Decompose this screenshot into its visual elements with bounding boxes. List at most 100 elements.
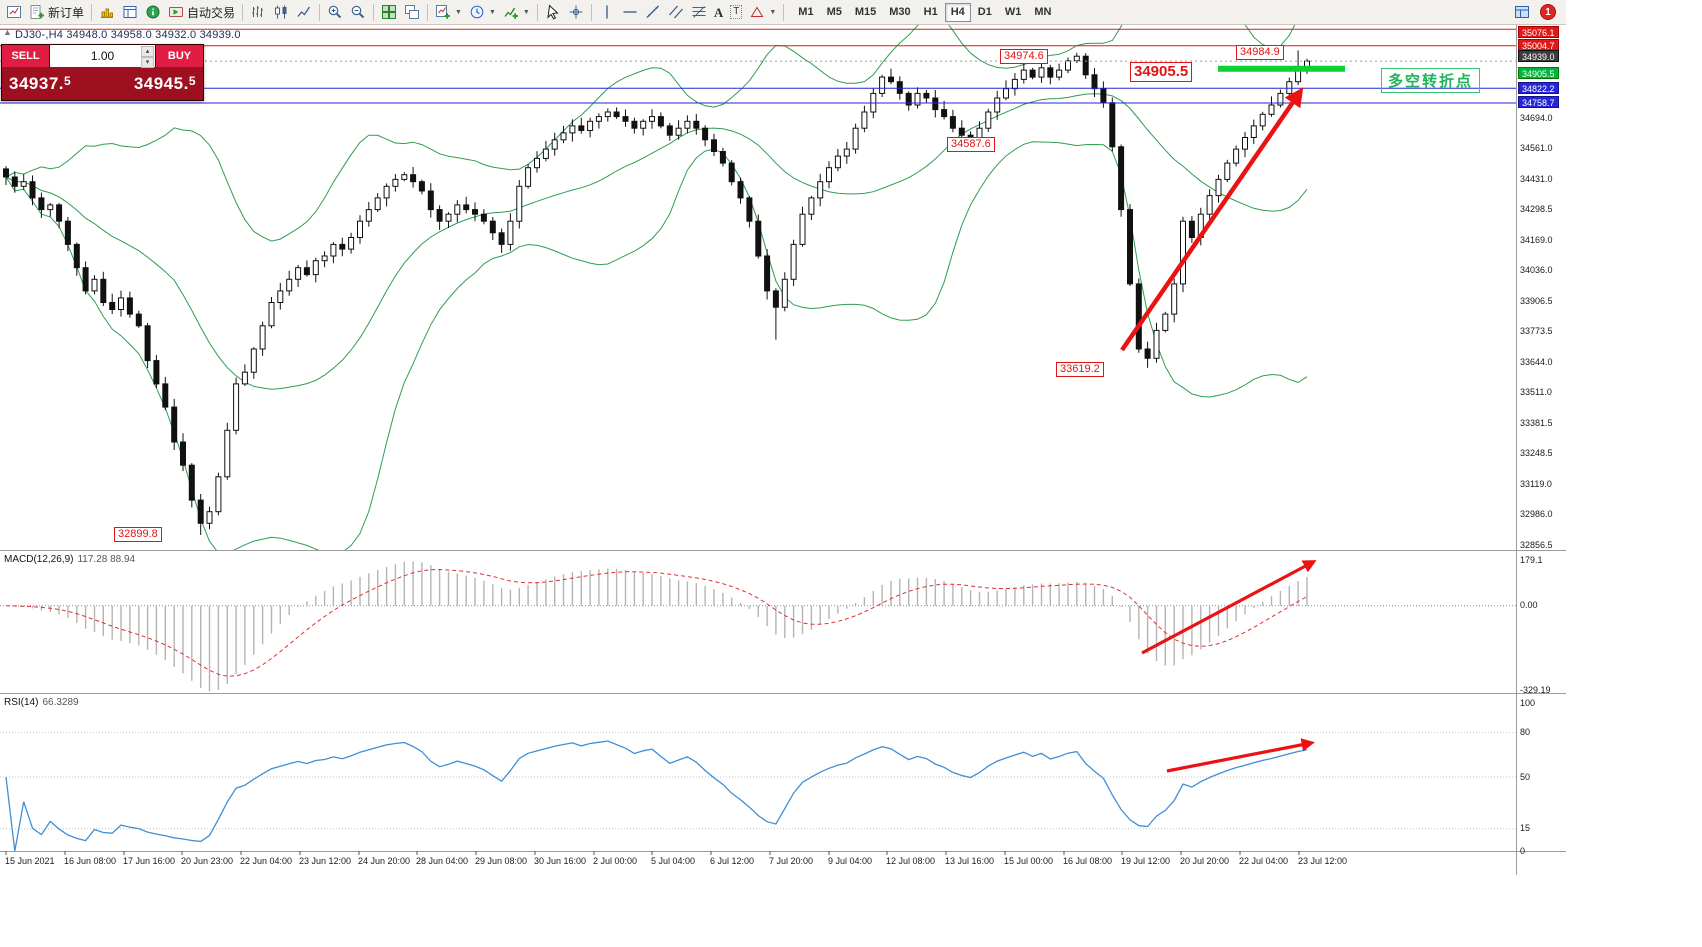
cascade-windows-icon[interactable] — [401, 2, 423, 23]
time-axis-label: 6 Jul 12:00 — [710, 856, 755, 866]
time-axis-label: 13 Jul 16:00 — [945, 856, 995, 866]
volume-spinner: ▴ ▾ — [141, 46, 154, 68]
time-axis-label: 7 Jul 20:00 — [769, 856, 814, 866]
chart-title: DJ30-,H4 34948.0 34958.0 34932.0 34939.0 — [15, 29, 241, 41]
price-axis-label: 34561.0 — [1520, 143, 1553, 153]
time-axis-label: 2 Jul 00:00 — [593, 856, 638, 866]
buy-button[interactable]: BUY — [156, 45, 203, 67]
autotrading-button[interactable]: 自动交易 — [165, 2, 238, 23]
timeframe-button-m5[interactable]: M5 — [826, 6, 842, 18]
price-axis-label: 34905.5 — [1518, 67, 1559, 79]
macd-axis-label: 0.00 — [1520, 600, 1538, 610]
time-axis-label: 17 Jun 16:00 — [123, 856, 176, 866]
zoom-in-icon[interactable] — [324, 2, 346, 23]
rsi-indicator-label: RSI(14) 66.3289 — [4, 697, 79, 708]
timeframe-button-m15[interactable]: M15 — [854, 6, 877, 18]
toolbar-separator — [373, 3, 375, 21]
sell-button[interactable]: SELL — [2, 45, 49, 67]
text-tool-icon[interactable]: A — [713, 4, 724, 20]
time-axis-label: 9 Jul 04:00 — [828, 856, 873, 866]
time-axis-label: 12 Jul 08:00 — [886, 856, 936, 866]
time-axis-label: 23 Jul 12:00 — [1298, 856, 1348, 866]
main-toolbar: 新订单 自动交易 ▼ ▼ ▼ A T ▼ — [0, 0, 1566, 25]
new-chart-button[interactable]: ▼ — [432, 2, 465, 23]
price-axis-label: 35076.1 — [1518, 26, 1559, 38]
timeframe-button-mn[interactable]: MN — [1034, 6, 1052, 18]
price-annotation[interactable]: 34905.5 — [1130, 62, 1193, 82]
sell-price: 34937.5 — [9, 73, 72, 93]
candlestick-chart-type-icon[interactable] — [270, 2, 292, 23]
toolbar-separator — [319, 3, 321, 21]
time-axis-label: 28 Jun 04:00 — [416, 856, 469, 866]
time-axis-label: 23 Jun 12:00 — [299, 856, 352, 866]
price-annotation[interactable]: 34984.9 — [1236, 45, 1284, 60]
line-chart-type-icon[interactable] — [293, 2, 315, 23]
timeframe-button-d1[interactable]: D1 — [977, 6, 992, 18]
time-axis-label: 20 Jun 23:00 — [181, 856, 234, 866]
tile-windows-icon[interactable] — [378, 2, 400, 23]
period-button[interactable]: ▼ — [466, 2, 499, 23]
timeframe-button-h4[interactable]: H4 — [944, 2, 971, 22]
timeframe-button-m30[interactable]: M30 — [889, 6, 911, 18]
shapes-tool-icon[interactable]: ▼ — [746, 2, 779, 23]
timeframe-button-w1[interactable]: W1 — [1004, 6, 1022, 18]
zoom-out-icon[interactable] — [347, 2, 369, 23]
toolbar-separator — [242, 3, 244, 21]
price-axis-label: 34822.2 — [1518, 82, 1559, 94]
main-chart-canvas[interactable] — [0, 24, 1516, 551]
time-axis-label: 29 Jun 08:00 — [475, 856, 528, 866]
new-order-button[interactable]: 新订单 — [26, 2, 87, 23]
market-watch-icon[interactable] — [96, 2, 118, 23]
time-axis-label: 15 Jul 00:00 — [1004, 856, 1054, 866]
price-axis-label: 34431.0 — [1520, 174, 1553, 184]
timeframe-button-h1[interactable]: H1 — [923, 6, 938, 18]
time-axis-label: 19 Jul 12:00 — [1121, 856, 1171, 866]
turning-point-label[interactable]: 多空转折点 — [1381, 68, 1481, 93]
rsi-panel-canvas[interactable] — [0, 694, 1516, 851]
chevron-down-icon: ▼ — [522, 8, 530, 16]
time-axis-label: 16 Jul 08:00 — [1063, 856, 1113, 866]
macd-panel-canvas[interactable] — [0, 551, 1516, 693]
volume-input[interactable]: 1.00 ▴ ▾ — [50, 45, 155, 68]
horizontal-line-tool-icon[interactable] — [619, 2, 641, 23]
layout-icon[interactable] — [1511, 2, 1533, 23]
vertical-line-tool-icon[interactable] — [596, 2, 618, 23]
trendline-tool-icon[interactable] — [642, 2, 664, 23]
fibonacci-tool-icon[interactable] — [688, 2, 710, 23]
time-axis-label: 22 Jul 04:00 — [1239, 856, 1289, 866]
data-window-icon[interactable] — [119, 2, 141, 23]
time-axis[interactable]: 15 Jun 2021 16 Jun 08:00 17 Jun 16:00 20 Ju… — [0, 853, 1516, 873]
price-annotation[interactable]: 32899.8 — [114, 527, 162, 542]
panel-separator[interactable] — [0, 550, 1566, 551]
price-axis-label: 34939.0 — [1518, 50, 1559, 62]
notification-badge[interactable]: 1 — [1540, 4, 1556, 20]
price-annotation[interactable]: 34974.6 — [1000, 49, 1048, 64]
crosshair-icon[interactable] — [565, 2, 587, 23]
toolbar-separator — [590, 3, 592, 21]
volume-down-button[interactable]: ▾ — [141, 57, 154, 68]
panel-separator[interactable] — [0, 851, 1566, 852]
timeframe-button-m1[interactable]: M1 — [798, 6, 814, 18]
cursor-icon[interactable] — [542, 2, 564, 23]
price-axis-label: 34758.7 — [1518, 96, 1559, 108]
price-annotation[interactable]: 34587.6 — [947, 137, 995, 152]
one-click-collapse-button[interactable]: ▲ — [3, 27, 12, 37]
label-tool-icon[interactable]: T — [727, 2, 745, 23]
autotrading-label: 自动交易 — [187, 5, 236, 20]
time-axis-label: 30 Jun 16:00 — [534, 856, 587, 866]
price-axis-label: 34694.0 — [1520, 113, 1553, 123]
volume-up-button[interactable]: ▴ — [141, 46, 154, 57]
chart-shortcut-icon[interactable] — [3, 2, 25, 23]
price-axis-label: 34298.5 — [1520, 204, 1553, 214]
channel-tool-icon[interactable] — [665, 2, 687, 23]
bar-chart-type-icon[interactable] — [247, 2, 269, 23]
price-annotation[interactable]: 33619.2 — [1056, 362, 1104, 377]
price-axis[interactable]: 35076.1 35004.7 34939.0 34905.5 34822.2 34758… — [1516, 0, 1576, 900]
indicators-button[interactable]: ▼ — [500, 2, 533, 23]
timeframe-group: M1 M5 M15 M30 H1 H4 D1 W1 MN — [792, 2, 1057, 22]
price-axis-label: 34169.0 — [1520, 235, 1553, 245]
panel-separator[interactable] — [0, 693, 1566, 694]
navigator-icon[interactable] — [142, 2, 164, 23]
rsi-axis-label: 15 — [1520, 823, 1531, 833]
